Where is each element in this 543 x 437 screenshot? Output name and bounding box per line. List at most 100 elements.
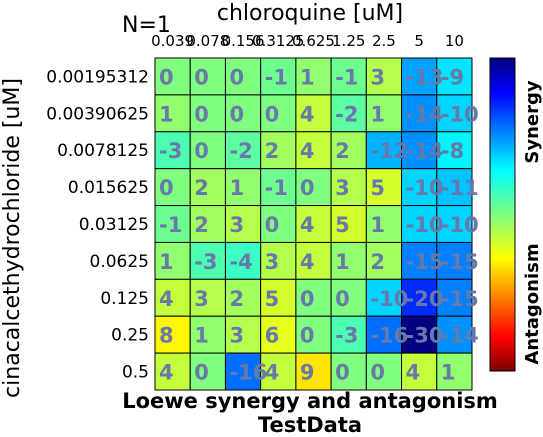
heatmap-cell: [436, 315, 473, 354]
heatmap-cell: [189, 168, 226, 207]
cell-value-label: -11: [441, 176, 479, 200]
heatmap-cells: [154, 57, 473, 391]
x-tick-label: 10: [445, 32, 464, 50]
cell-value-label: 1: [229, 176, 244, 200]
cell-value-label: 1: [159, 102, 174, 126]
cell-value-label: -1: [159, 213, 182, 237]
cell-value-label: 3: [229, 324, 244, 348]
heatmap-cell: [330, 352, 367, 391]
cell-value-label: -15: [441, 250, 479, 274]
y-tick-label: 0.5: [122, 363, 149, 383]
cell-value-label: -14: [406, 102, 444, 126]
heatmap-cell: [260, 168, 297, 207]
corner-text: N=1: [122, 13, 171, 38]
y-tick-label: 0.0078125: [57, 141, 149, 161]
cell-value-label: -10: [406, 213, 444, 237]
y-tick-labels: 0.00195312 0.00390625 0.0078125 0.015625 0.0…: [46, 67, 149, 382]
heatmap-cell: [436, 168, 473, 207]
cell-value-label: -15: [406, 250, 444, 274]
heatmap-cell: [295, 94, 332, 133]
cell-value-label: 0: [300, 287, 315, 311]
heatmap-cell: [401, 241, 438, 280]
x-tick-label: 2.5: [372, 32, 396, 50]
cell-value-label: 3: [265, 250, 280, 274]
heatmap-cell: [365, 94, 403, 133]
cell-value-label: 0: [229, 102, 244, 126]
heatmap-cell: [365, 315, 403, 354]
cell-value-label: 4: [159, 361, 174, 385]
heatmap-cell: [436, 352, 473, 391]
cell-value-label: 0: [194, 65, 209, 89]
cell-value-label: -10: [406, 176, 444, 200]
heatmap-cell: [154, 94, 191, 133]
x-axis-title: chloroquine [uM]: [217, 1, 403, 26]
cell-value-label: -2: [335, 102, 358, 126]
y-tick-label: 0.00390625: [46, 104, 149, 124]
colorbar-label-synergy: Synergy: [522, 80, 543, 163]
x-tick-label: 0.625: [292, 32, 335, 50]
cell-value-label: 2: [265, 139, 280, 163]
heatmap-cell: [295, 278, 332, 317]
cell-value-label: -3: [159, 139, 182, 163]
heatmap-cell: [189, 278, 226, 317]
heatmap-cell: [224, 94, 262, 133]
cell-value-label: -14: [441, 324, 479, 348]
x-tick-label: 0.3125: [252, 32, 305, 50]
cell-value-label: 4: [265, 361, 280, 385]
cell-value-label: -10: [441, 213, 479, 237]
heatmap-cell: [401, 94, 438, 133]
heatmap-cell: [154, 352, 191, 391]
cell-value-label: 2: [194, 176, 209, 200]
cell-value-label: 0: [335, 287, 350, 311]
heatmap-cell: [436, 131, 473, 170]
cell-value-label: 4: [406, 361, 421, 385]
cell-value-label: 6: [265, 324, 280, 348]
x-tick-label: 0.039: [151, 32, 194, 50]
cell-value-label: 2: [229, 287, 244, 311]
cell-value-label: 1: [370, 102, 385, 126]
heatmap-cell: [154, 315, 191, 354]
heatmap-cell: [189, 57, 226, 96]
x-tick-label: 1.25: [332, 32, 365, 50]
cell-value-label: -3: [194, 250, 217, 274]
cell-value-label: -16: [370, 324, 408, 348]
cell-value-label: -1: [335, 65, 358, 89]
heatmap-cell: [189, 352, 226, 391]
cell-value-label: -30: [406, 324, 444, 348]
heatmap-cell: [154, 131, 191, 170]
cell-value-label: 3: [194, 287, 209, 311]
y-axis-title: cinacalcethydrochloride [uM]: [0, 78, 25, 398]
heatmap-cell: [189, 131, 226, 170]
cell-value-label: -3: [335, 324, 358, 348]
cell-value-label: 5: [265, 287, 280, 311]
cell-value-label: 0: [194, 102, 209, 126]
heatmap-cell: [260, 241, 297, 280]
y-tick-label: 0.125: [100, 289, 149, 309]
heatmap-cell: [436, 205, 473, 243]
cell-value-label: 1: [370, 213, 385, 237]
cell-value-label: 0: [335, 361, 350, 385]
cell-value-label: 4: [300, 139, 315, 163]
cell-value-label: 0: [194, 361, 209, 385]
heatmap-cell: [224, 352, 262, 391]
x-tick-label: 5: [414, 32, 424, 50]
heatmap-cell: [330, 57, 367, 96]
heatmap-cell: [330, 315, 367, 354]
cell-value-label: 3: [370, 65, 385, 89]
cell-value-label: 0: [229, 65, 244, 89]
cell-value-label: 5: [335, 213, 350, 237]
y-tick-label: 0.03125: [79, 215, 149, 235]
y-tick-label: 0.015625: [68, 178, 149, 198]
cell-value-label: 4: [300, 102, 315, 126]
cell-value-label: 1: [300, 65, 315, 89]
cell-value-label: -15: [441, 287, 479, 311]
cell-value-label: 2: [335, 139, 350, 163]
heatmap-cell: [189, 241, 226, 280]
cell-value-label: -1: [265, 176, 288, 200]
heatmap-cell: [295, 352, 332, 391]
heatmap-cell: [154, 278, 191, 317]
heatmap-cell: [260, 131, 297, 170]
cell-value-label: 2: [194, 213, 209, 237]
